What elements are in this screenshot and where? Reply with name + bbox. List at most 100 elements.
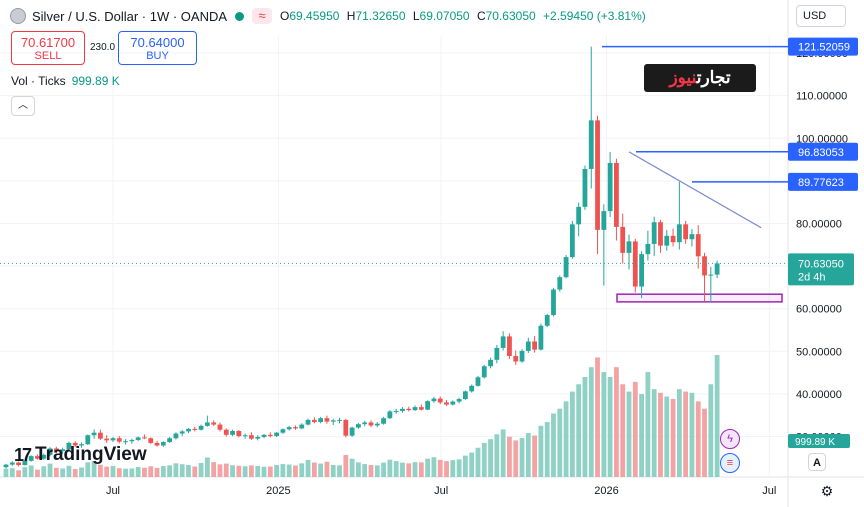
volume-bar bbox=[494, 434, 500, 477]
level-label: 89.77623 bbox=[798, 177, 844, 189]
auto-scale-button[interactable]: A bbox=[808, 453, 826, 471]
volume-bar bbox=[412, 462, 418, 477]
candle-body bbox=[418, 407, 424, 410]
us-flag-event-icon[interactable]: ≡ bbox=[720, 453, 740, 473]
candle-body bbox=[374, 423, 380, 426]
candle-body bbox=[104, 438, 110, 441]
volume-bar bbox=[230, 465, 235, 477]
buy-label: BUY bbox=[146, 50, 169, 62]
candle-body bbox=[198, 425, 204, 430]
volume-bar bbox=[286, 464, 292, 477]
candle-body bbox=[519, 350, 525, 362]
volume-bar bbox=[569, 391, 575, 477]
candle-body bbox=[557, 277, 563, 290]
candle-body bbox=[450, 401, 456, 405]
candle-body bbox=[481, 366, 487, 378]
volume-bar bbox=[601, 372, 607, 477]
volume-legend[interactable]: Vol · Ticks 999.89 K bbox=[11, 74, 120, 88]
volume-bar bbox=[557, 408, 563, 477]
candle-body bbox=[393, 410, 399, 412]
volume-bar bbox=[387, 459, 393, 477]
candle-body bbox=[544, 315, 550, 326]
candle-body bbox=[368, 422, 374, 426]
buy-button[interactable]: 70.64000 BUY bbox=[118, 31, 197, 65]
candle-body bbox=[53, 448, 59, 452]
volume-bar bbox=[85, 462, 91, 477]
candle-body bbox=[683, 224, 689, 240]
level-label-box bbox=[788, 142, 858, 161]
candle-body bbox=[456, 399, 462, 402]
price-tick-label: 100.00000 bbox=[796, 133, 848, 145]
volume-bar bbox=[41, 466, 47, 477]
volume-bar bbox=[702, 408, 707, 477]
candle-body bbox=[242, 435, 248, 437]
settings-gear-icon[interactable]: ⚙ bbox=[820, 483, 834, 499]
candle-body bbox=[330, 420, 336, 422]
collapse-legend-button[interactable]: ︿ bbox=[11, 96, 35, 116]
volume-bar bbox=[255, 466, 261, 477]
candle-body bbox=[274, 432, 279, 437]
volume-bar bbox=[311, 462, 317, 477]
volume-bar bbox=[400, 462, 405, 477]
volume-bar bbox=[293, 465, 298, 477]
currency-selector[interactable]: USD bbox=[796, 5, 846, 27]
candle-body bbox=[85, 435, 91, 445]
time-tick-label: 2026 bbox=[594, 485, 618, 497]
volume-bar bbox=[186, 465, 191, 477]
symbol-title[interactable]: Silver / U.S. Dollar · 1W · OANDA bbox=[32, 8, 228, 24]
candle-body bbox=[318, 418, 324, 423]
volume-bar bbox=[651, 389, 657, 477]
volume-bar bbox=[337, 465, 342, 477]
volume-bar bbox=[431, 457, 437, 477]
volume-bar bbox=[582, 376, 588, 477]
price-tick-label: 80.00000 bbox=[796, 218, 842, 230]
candle-body bbox=[576, 206, 582, 225]
compare-icon[interactable]: ≈ bbox=[252, 8, 273, 24]
lightning-event-icon[interactable]: ϟ bbox=[720, 429, 740, 449]
candle-body bbox=[135, 437, 141, 440]
chevron-up-icon: ︿ bbox=[18, 100, 28, 111]
candle-body bbox=[79, 444, 84, 446]
volume-bar bbox=[324, 461, 330, 477]
volume-bar bbox=[632, 381, 638, 477]
tradingview-wordmark: TradingView bbox=[35, 444, 147, 465]
open-value: 69.45950 bbox=[289, 9, 340, 23]
volume-bar bbox=[16, 470, 21, 477]
volume-bar bbox=[670, 398, 676, 477]
volume-bar bbox=[538, 425, 544, 477]
volume-bar bbox=[714, 355, 720, 477]
candle-body bbox=[167, 438, 173, 443]
sell-button[interactable]: 70.61700 SELL bbox=[11, 31, 85, 65]
candle-body bbox=[192, 428, 198, 430]
volume-bar bbox=[664, 396, 670, 477]
volume-bar bbox=[588, 367, 594, 477]
candle-body bbox=[160, 442, 166, 446]
volume-bar bbox=[280, 464, 286, 477]
candle-body bbox=[22, 460, 28, 466]
candle-body bbox=[154, 442, 160, 446]
candle-body bbox=[626, 241, 632, 253]
volume-bar bbox=[129, 468, 135, 477]
candle-body bbox=[72, 442, 78, 446]
volume-bar bbox=[35, 469, 40, 477]
level-label-box bbox=[788, 37, 858, 56]
volume-bar bbox=[242, 466, 248, 477]
volume-bar bbox=[481, 442, 487, 477]
volume-bar bbox=[689, 392, 695, 477]
candle-body bbox=[305, 419, 311, 425]
volume-bar bbox=[469, 452, 475, 477]
candle-body bbox=[525, 341, 531, 351]
high-value: 71.32650 bbox=[355, 9, 406, 23]
candle-body bbox=[412, 407, 418, 411]
volume-bar bbox=[299, 463, 305, 477]
volume-bar bbox=[356, 462, 361, 477]
tradingview-logo[interactable]: 17 TradingView bbox=[14, 444, 147, 466]
volume-bar bbox=[475, 447, 481, 477]
sell-label: SELL bbox=[34, 50, 62, 62]
volume-bar bbox=[519, 437, 525, 477]
tradingview-mark-icon: 17 bbox=[14, 444, 32, 465]
volume-bar bbox=[525, 433, 531, 477]
candle-body bbox=[293, 427, 298, 429]
